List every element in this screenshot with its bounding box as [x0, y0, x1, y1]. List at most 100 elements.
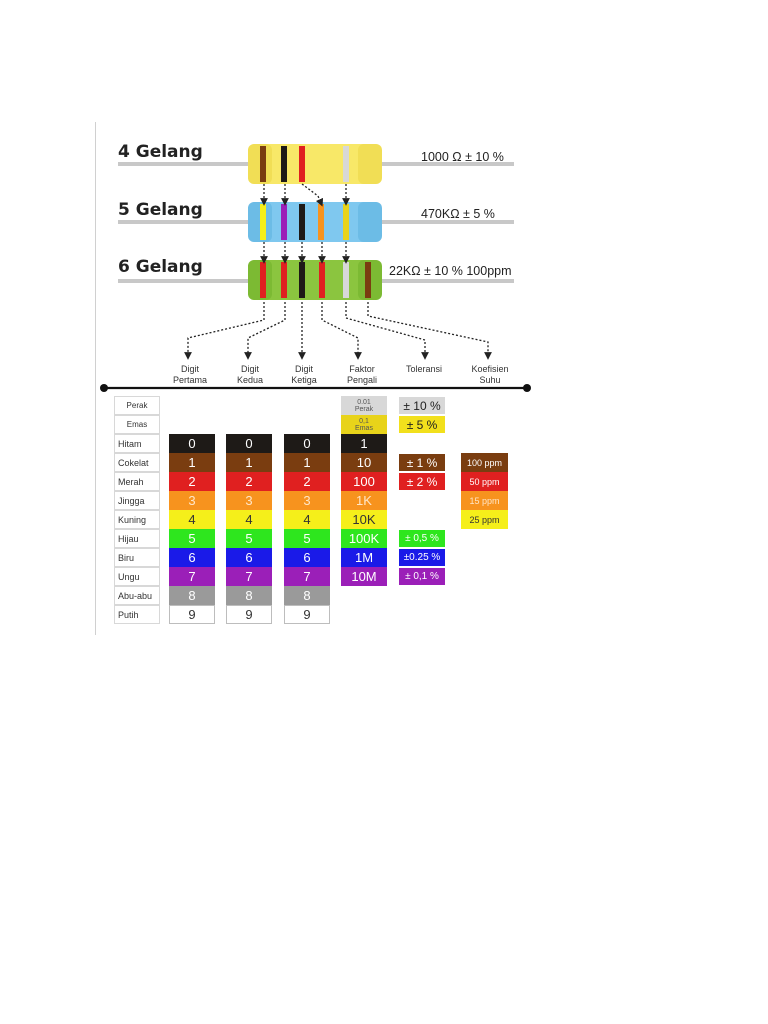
color-name-cell: Abu-abu	[114, 586, 160, 605]
tempco-cell: 15 ppm	[461, 491, 508, 510]
band-alignment-arrows	[260, 183, 350, 264]
multiplier-cell: 1K	[341, 491, 387, 510]
digit-cell: 1	[284, 453, 330, 472]
resistor-end-cap	[358, 144, 382, 184]
divider-dot-right	[523, 384, 531, 392]
digit-cell: 8	[169, 586, 215, 605]
resistor-diagram: Digit Pertama Digit Kedua Digit Ketiga F…	[100, 144, 531, 392]
resistor-band	[299, 204, 305, 240]
multiplier-cell: 10K	[341, 510, 387, 529]
digit-cell: 6	[226, 548, 272, 567]
resistor-5-band	[248, 202, 382, 242]
digit-cell: 1	[226, 453, 272, 472]
heading-6-band: 6 Gelang	[118, 257, 203, 277]
tolerance-cell-special: ± 5 %	[399, 416, 445, 433]
digit-cell: 7	[169, 567, 215, 586]
color-name-cell: Cokelat	[114, 453, 160, 472]
column-label: Digit	[241, 364, 260, 374]
digit-cell: 0	[284, 434, 330, 453]
multiplier-name: Perak	[354, 405, 374, 413]
column-label: Koefisien	[471, 364, 508, 374]
color-name-cell: Putih	[114, 605, 160, 624]
multiplier-name: Emas	[355, 424, 373, 432]
digit-cell: 4	[284, 510, 330, 529]
digit-cell: 8	[284, 586, 330, 605]
resistor-band	[343, 146, 349, 182]
column-label: Pertama	[173, 375, 207, 385]
column-label: Ketiga	[291, 375, 317, 385]
resistor-band	[281, 262, 287, 298]
tolerance-cell: ± 1 %	[399, 454, 445, 471]
resistor-band	[260, 204, 266, 240]
tolerance-cell: ±0.25 %	[399, 549, 445, 566]
resistor-band	[281, 146, 287, 182]
resistor-4-band	[248, 144, 382, 184]
tolerance-cell-special: ± 10 %	[399, 397, 445, 414]
digit-cell: 9	[284, 605, 330, 624]
digit-cell: 2	[226, 472, 272, 491]
resistor-end-cap	[358, 202, 382, 242]
resistor-band	[299, 262, 305, 298]
column-label: Faktor	[349, 364, 375, 374]
resistor-band	[343, 204, 349, 240]
digit-cell: 0	[226, 434, 272, 453]
resistor-band	[260, 262, 266, 298]
digit-cell: 4	[226, 510, 272, 529]
resistor-6-band	[248, 260, 382, 300]
color-name-cell: Hitam	[114, 434, 160, 453]
color-name-cell: Hijau	[114, 529, 160, 548]
resistor-4-band-value: 1000 Ω ± 10 %	[421, 150, 504, 164]
digit-cell: 4	[169, 510, 215, 529]
heading-4-band: 4 Gelang	[118, 142, 203, 162]
digit-cell: 3	[284, 491, 330, 510]
column-label: Digit	[181, 364, 200, 374]
color-name-cell: Merah	[114, 472, 160, 491]
digit-cell: 7	[284, 567, 330, 586]
resistor-6-band-value: 22KΩ ± 10 % 100ppm	[389, 264, 512, 278]
resistor-band	[260, 146, 266, 182]
resistor-band	[319, 262, 325, 298]
tolerance-cell: ± 2 %	[399, 473, 445, 490]
multiplier-value: 0.01	[357, 398, 371, 406]
tempco-cell: 100 ppm	[461, 453, 508, 472]
tolerance-cell: ± 0,5 %	[399, 530, 445, 547]
digit-cell: 1	[169, 453, 215, 472]
column-label: Kedua	[237, 375, 263, 385]
digit-cell: 3	[226, 491, 272, 510]
digit-cell: 2	[284, 472, 330, 491]
column-arrows	[184, 302, 492, 360]
digit-cell: 8	[226, 586, 272, 605]
digit-cell: 3	[169, 491, 215, 510]
tempco-cell: 50 ppm	[461, 472, 508, 491]
multiplier-cell-special: 0,1 Emas	[341, 415, 387, 434]
divider-dot-left	[100, 384, 108, 392]
resistor-band	[281, 204, 287, 240]
digit-cell: 0	[169, 434, 215, 453]
digit-cell: 9	[226, 605, 272, 624]
digit-cell: 6	[284, 548, 330, 567]
color-name-special: Emas	[114, 415, 160, 434]
multiplier-cell-special: 0.01 Perak	[341, 396, 387, 415]
resistor-band	[318, 204, 324, 240]
digit-cell: 5	[226, 529, 272, 548]
color-name-cell: Kuning	[114, 510, 160, 529]
tempco-cell: 25 ppm	[461, 510, 508, 529]
multiplier-value: 0,1	[359, 417, 369, 425]
resistor-band	[299, 146, 305, 182]
multiplier-cell: 100K	[341, 529, 387, 548]
digit-cell: 9	[169, 605, 215, 624]
column-label: Digit	[295, 364, 314, 374]
digit-cell: 6	[169, 548, 215, 567]
resistor-5-band-value: 470KΩ ± 5 %	[421, 207, 495, 221]
multiplier-cell: 10M	[341, 567, 387, 586]
heading-5-band: 5 Gelang	[118, 200, 203, 220]
multiplier-cell: 100	[341, 472, 387, 491]
column-label: Toleransi	[406, 364, 442, 374]
color-name-cell: Jingga	[114, 491, 160, 510]
column-label: Suhu	[479, 375, 500, 385]
column-label: Pengali	[347, 375, 377, 385]
color-name-cell: Ungu	[114, 567, 160, 586]
digit-cell: 2	[169, 472, 215, 491]
multiplier-cell: 1M	[341, 548, 387, 567]
digit-cell: 5	[169, 529, 215, 548]
